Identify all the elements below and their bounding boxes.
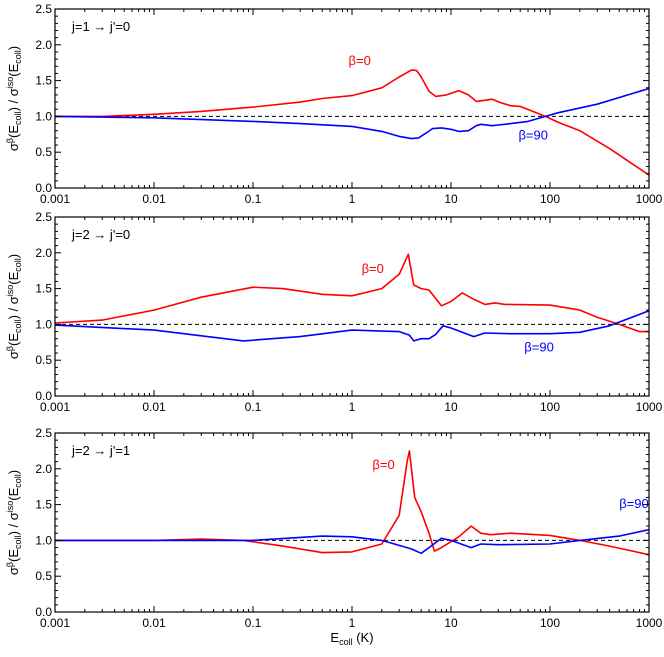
x-tick-label: 10 [444, 616, 458, 630]
y-tick-label: 2.5 [35, 2, 52, 16]
svg-text:Ecoll (K): Ecoll (K) [330, 630, 373, 647]
series-label-beta-0: β=0 [362, 261, 384, 276]
series-line-beta-0 [55, 450, 650, 556]
x-tick-label: 100 [540, 192, 560, 206]
y-label-part: ) / σ [6, 88, 21, 111]
plot-frame [54, 8, 650, 189]
x-tick-label: 1 [349, 192, 356, 206]
y-label-part: (E [6, 125, 21, 138]
y-tick-label: 0.5 [35, 353, 52, 367]
y-label-part: iso [5, 285, 15, 297]
x-axis-label: Ecoll (K) [330, 630, 373, 647]
y-axis-label: σβ(Ecoll) / σiso(Ecoll) [5, 46, 23, 151]
y-label-part: (E [6, 487, 21, 500]
panel-1: β=0 β=90 0.001 0.01 0.1 1 10 100 1000 0.0 0.5 1.0 1.… [5, 2, 663, 206]
panel-2: β=0 β=90 0.001 0.01 0.1 1 10 100 1000 0.0 0.5 1.0 1.… [5, 210, 663, 414]
series-line-beta-90 [54, 310, 650, 342]
series-line-beta-90 [55, 528, 650, 555]
y-label-part: iso [5, 501, 15, 513]
plot-frame [54, 432, 650, 613]
x-tick-label: 0.1 [245, 400, 262, 414]
x-tick-label: 10 [444, 400, 458, 414]
x-tick-label: 10 [444, 192, 458, 206]
y-axis-label: σβ(Ecoll) / σiso(Ecoll) [5, 254, 23, 359]
y-tick-label: 2.0 [35, 246, 52, 260]
y-label-part: iso [5, 77, 15, 89]
x-tick-label: 0.001 [40, 192, 70, 206]
y-label-part: ) / σ [6, 512, 21, 535]
series-label-beta-90: β=90 [619, 496, 649, 511]
y-label-part: (E [6, 63, 21, 76]
y-label-part: β [5, 346, 15, 351]
x-tick-label: 0.1 [245, 192, 262, 206]
y-tick-label: 1.5 [35, 74, 52, 88]
series-label-beta-0: β=0 [372, 457, 394, 472]
x-tick-label: 0.01 [142, 616, 166, 630]
y-label-part: ) [6, 470, 21, 474]
y-tick-label: 1.5 [35, 282, 52, 296]
y-tick-label: 0.5 [35, 145, 52, 159]
y-label-part: σ [6, 351, 21, 359]
y-label-part: (E [6, 271, 21, 284]
y-tick-label: 2.5 [35, 210, 52, 224]
y-tick-label: 1.0 [35, 109, 52, 123]
y-label-part: coll [13, 258, 23, 272]
y-label-part: coll [13, 535, 23, 549]
x-tick-label: 0.1 [245, 616, 262, 630]
y-tick-label: 0.5 [35, 569, 52, 583]
y-tick-label: 2.0 [35, 38, 52, 52]
panel-3: β=0 β=90 0.001 0.01 0.1 1 10 100 1000 0.0 0.5 1.0 1.… [5, 426, 663, 630]
x-tick-label: 0.001 [40, 616, 70, 630]
y-label-part: coll [13, 474, 23, 488]
panel-title: j=2 → j'=0 [71, 227, 130, 242]
x-tick-label: 1 [349, 616, 356, 630]
series-line-beta-0 [55, 69, 650, 176]
series-label-beta-0: β=0 [349, 53, 371, 68]
x-tick-label: 100 [540, 616, 560, 630]
y-label-part: ) [6, 254, 21, 258]
y-label-part: (E [6, 549, 21, 562]
y-tick-label: 0.0 [35, 181, 52, 195]
y-label-part: (E [6, 333, 21, 346]
y-label-part: coll [13, 50, 23, 64]
series-line-beta-0 [54, 253, 649, 333]
series-label-beta-90: β=90 [524, 340, 554, 355]
y-tick-label: 0.0 [35, 389, 52, 403]
y-label-part: β [5, 138, 15, 143]
x-tick-label: 100 [540, 400, 560, 414]
x-tick-label: 1000 [636, 400, 663, 414]
y-label-part: ) / σ [6, 296, 21, 319]
y-axis-label: σβ(Ecoll) / σiso(Ecoll) [5, 470, 23, 575]
panel-title: j=2 → j'=1 [71, 443, 130, 458]
x-tick-label: 1 [349, 400, 356, 414]
x-tick-label: 1000 [636, 192, 663, 206]
x-tick-label: 0.001 [40, 400, 70, 414]
y-label-part: β [5, 562, 15, 567]
x-tick-label: 0.01 [142, 192, 166, 206]
y-label-part: coll [13, 111, 23, 125]
y-tick-label: 1.0 [35, 533, 52, 547]
x-tick-label: 0.01 [142, 400, 166, 414]
y-tick-label: 2.0 [35, 462, 52, 476]
panel-title: j=1 → j'=0 [71, 19, 130, 34]
y-label-part: σ [6, 143, 21, 151]
series-label-beta-90: β=90 [518, 127, 548, 142]
y-label-part: ) [6, 46, 21, 50]
y-label-part: σ [6, 567, 21, 575]
series-line-beta-90 [54, 87, 650, 140]
y-tick-label: 1.0 [35, 317, 52, 331]
y-tick-label: 0.0 [35, 605, 52, 619]
x-label-main: E [330, 630, 339, 645]
y-tick-label: 2.5 [35, 426, 52, 440]
y-label-part: coll [13, 319, 23, 333]
x-label-unit: (K) [353, 630, 374, 645]
x-tick-label: 1000 [636, 616, 663, 630]
x-label-sub: coll [339, 637, 353, 647]
y-tick-label: 1.5 [35, 498, 52, 512]
